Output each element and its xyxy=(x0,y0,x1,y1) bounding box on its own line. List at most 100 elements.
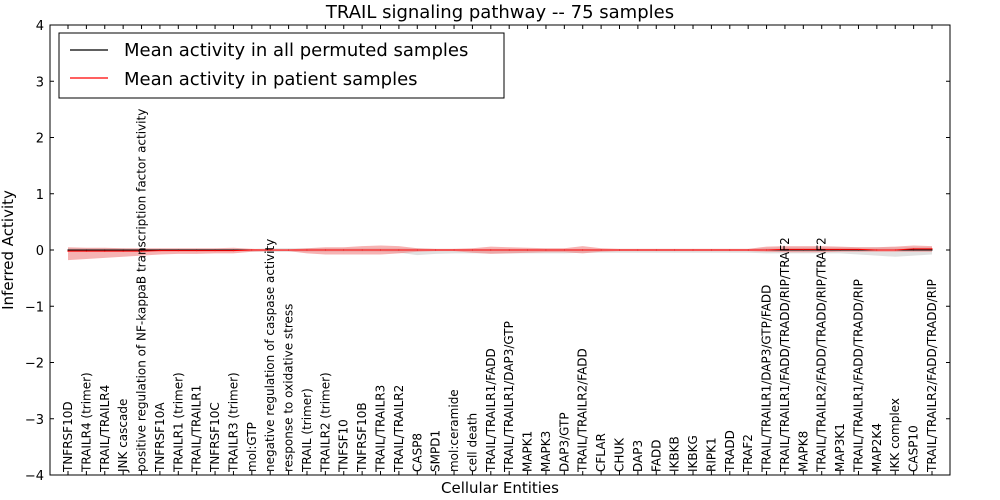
legend-label-patient: Mean activity in patient samples xyxy=(124,69,418,90)
series-point-1 xyxy=(471,249,474,251)
x-tick-label: TRAIL/TRAILR1/FADD/TRADD/RIP xyxy=(851,279,865,473)
x-tick-label: IKK complex xyxy=(888,398,902,472)
x-tick-label: TNFRSF10B xyxy=(355,402,369,473)
series-point-1 xyxy=(857,248,860,251)
series-point-1 xyxy=(67,250,69,252)
series-point-1 xyxy=(324,249,326,251)
y-tick-label: −2 xyxy=(25,357,44,372)
series-point-1 xyxy=(729,249,731,251)
series-point-1 xyxy=(398,249,400,251)
x-tick-label: cell death xyxy=(465,413,479,472)
series-point-0 xyxy=(140,249,143,251)
series-point-0 xyxy=(104,249,106,251)
chart-title: TRAIL signaling pathway -- 75 samples xyxy=(325,2,674,23)
series-point-1 xyxy=(784,248,786,251)
series-point-1 xyxy=(251,249,253,251)
x-tick-label: MAPK3 xyxy=(539,431,553,472)
x-tick-label: IKBKG xyxy=(686,435,700,472)
x-tick-label: TRAIL (trimer) xyxy=(300,388,314,473)
x-tick-label: TRAIL/TRAILR1/FADD xyxy=(484,348,498,473)
x-tick-label: TRAILR1 (trimer) xyxy=(171,372,185,473)
x-tick-label: TRAIL/TRAILR2/FADD/TRADD/RIP xyxy=(925,279,939,473)
x-tick-label: TRAIL/TRAILR1/FADD/TRADD/RIP/TRAF2 xyxy=(778,237,792,473)
y-tick-label: 1 xyxy=(36,188,44,203)
x-tick-label: TRAIL/TRAILR2 xyxy=(392,385,406,473)
x-tick-label: CASP8 xyxy=(410,433,424,472)
series-point-1 xyxy=(85,250,87,252)
x-tick-label: TRAF2 xyxy=(741,434,755,473)
series-point-1 xyxy=(710,249,713,251)
series-point-1 xyxy=(361,249,363,251)
x-tick-label: JNK cascade xyxy=(116,399,130,473)
series-point-0 xyxy=(85,249,87,251)
x-tick-label: IKBKB xyxy=(668,436,682,472)
series-point-0 xyxy=(931,249,933,251)
series-point-1 xyxy=(104,250,106,252)
y-axis-ticks: −4 −3 −2 −1 0 1 2 3 4 xyxy=(25,19,950,484)
x-tick-label: TNFSF10 xyxy=(337,419,351,473)
x-tick-label: TNFRSF10A xyxy=(153,402,167,473)
series-point-1 xyxy=(214,249,216,252)
series-point-1 xyxy=(159,249,161,252)
series-point-1 xyxy=(839,248,841,251)
series-point-1 xyxy=(122,250,124,252)
y-axis-title: Inferred Activity xyxy=(0,190,17,310)
series-point-1 xyxy=(821,248,823,251)
y-tick-label: 0 xyxy=(36,244,44,259)
series-point-1 xyxy=(269,249,271,251)
x-tick-label: CASP10 xyxy=(907,425,921,472)
x-tick-label: TNFRSF10C xyxy=(208,402,222,473)
series-point-1 xyxy=(931,248,933,250)
series-point-1 xyxy=(582,249,584,251)
y-tick-label: 2 xyxy=(36,132,44,147)
x-tick-label: negative regulation of caspase activity xyxy=(263,239,277,472)
series-line-1 xyxy=(68,248,932,252)
legend: Mean activity in all permuted samples Me… xyxy=(58,32,505,99)
x-tick-label: MAPK1 xyxy=(521,431,535,472)
x-tick-label: FADD xyxy=(649,440,663,473)
x-tick-label: TRADD xyxy=(723,430,737,473)
series-point-1 xyxy=(637,249,639,251)
y-tick-label: −4 xyxy=(25,469,44,484)
x-tick-label: TRAIL/TRAILR2/FADD/TRADD/RIP/TRAF2 xyxy=(815,237,829,473)
x-tick-label: TRAILR2 (trimer) xyxy=(318,372,332,473)
series-point-1 xyxy=(545,249,547,251)
x-tick-label: response to oxidative stress xyxy=(282,304,296,472)
series-point-1 xyxy=(894,249,896,251)
series-point-1 xyxy=(453,249,455,251)
series-point-1 xyxy=(563,249,565,251)
series-point-0 xyxy=(913,249,915,251)
series-point-1 xyxy=(802,248,804,251)
x-tick-label: TRAIL/TRAILR1 xyxy=(190,385,204,473)
series-point-1 xyxy=(490,249,492,251)
series-point-0 xyxy=(67,249,69,251)
series-point-1 xyxy=(435,249,437,251)
series-point-1 xyxy=(306,249,308,251)
series-point-1 xyxy=(177,249,179,252)
x-tick-label: mol:GTP xyxy=(245,422,259,472)
x-axis-ticks: TNFRSF10D TRAILR4 (trimer) TRAIL/TRAILR4 JN… xyxy=(61,25,939,475)
x-tick-label: TRAILR4 (trimer) xyxy=(79,372,93,473)
series-lines xyxy=(67,248,933,252)
y-tick-label: 3 xyxy=(36,75,44,90)
series-point-1 xyxy=(416,249,418,251)
y-tick-label: 4 xyxy=(36,19,44,34)
x-tick-label: TRAILR3 (trimer) xyxy=(226,372,240,473)
series-band-1 xyxy=(68,245,932,261)
series-point-1 xyxy=(232,249,235,252)
y-tick-label: −3 xyxy=(25,413,44,428)
series-point-1 xyxy=(765,249,768,251)
series-point-1 xyxy=(196,249,198,252)
x-tick-label: TRAIL/TRAILR1/DAP3/GTP/FADD xyxy=(760,285,774,473)
x-tick-label: MAP2K4 xyxy=(870,423,884,472)
series-point-1 xyxy=(618,249,621,251)
x-tick-label: TRAIL/TRAILR2/FADD xyxy=(576,348,590,473)
series-point-1 xyxy=(747,249,749,251)
x-tick-label: TRAIL/TRAILR3 xyxy=(374,385,388,473)
y-tick-label: −1 xyxy=(25,300,44,315)
x-tick-label: CHUK xyxy=(612,437,626,472)
series-point-1 xyxy=(140,250,143,252)
x-tick-label: CFLAR xyxy=(594,433,608,472)
series-point-1 xyxy=(508,249,510,251)
